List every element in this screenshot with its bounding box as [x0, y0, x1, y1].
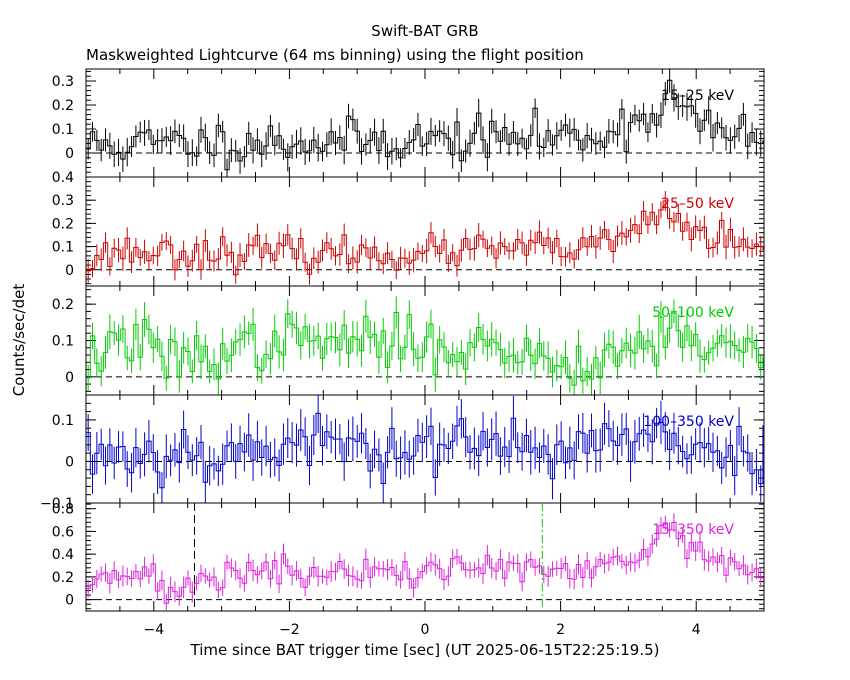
x-axis-label: Time since BAT trigger time [sec] (UT 20… [190, 641, 660, 659]
series-15-25-kev [86, 69, 764, 177]
y-tick-label: 0.1 [52, 122, 74, 138]
x-tick-label: −4 [143, 622, 164, 638]
x-tick-label: 4 [692, 622, 701, 638]
panel-label: 25–50 keV [661, 196, 734, 212]
y-tick-label: −0.1 [40, 496, 74, 512]
y-tick-label: 0.2 [52, 98, 74, 114]
panel-15-25-kev: 0 0.1 0.2 0.3 15–25 keV [52, 68, 765, 178]
x-tick-label: 0 [421, 622, 430, 638]
y-tick-label: 0.1 [52, 413, 74, 429]
y-axis-label: Counts/sec/det [10, 284, 28, 397]
step-line [86, 200, 764, 276]
y-tick-label: 0.4 [52, 547, 74, 563]
panel-25-50-kev: 0 0.1 0.2 0.3 0.4 25–50 keV [52, 170, 765, 287]
panel-label: 15–350 keV [652, 522, 734, 538]
panel-label: 50–100 keV [652, 305, 734, 321]
y-tick-label: 0.2 [52, 297, 74, 313]
y-tick-label: 0.6 [52, 524, 74, 540]
panel-15-350-kev: 0 0.2 0.4 0.6 0.8 15–350 keV [52, 502, 765, 612]
step-line [86, 79, 764, 171]
y-tick-label: 0.4 [52, 170, 74, 186]
chart-title: Swift-BAT GRB [371, 22, 478, 40]
x-tick-label: −2 [279, 622, 300, 638]
y-tick-label: 0 [65, 454, 74, 470]
series-15-350-kev [86, 503, 764, 611]
chart-subtitle: Maskweighted Lightcurve (64 ms binning) … [86, 46, 584, 64]
panel-label: 100–350 keV [643, 414, 734, 430]
panel-label: 15–25 keV [661, 88, 734, 104]
y-tick-label: 0 [65, 593, 74, 609]
series-100-350-kev [86, 395, 764, 503]
panel-100-350-kev: −0.1 0 0.1 100–350 keV [40, 394, 765, 512]
y-tick-label: 0.2 [52, 570, 74, 586]
y-tick-label: 0.3 [52, 74, 74, 90]
series-50-100-kev [86, 296, 764, 395]
y-tick-label: 0 [65, 146, 74, 162]
y-tick-label: 0.2 [52, 216, 74, 232]
panel-frame [85, 502, 765, 612]
y-tick-label: 0.3 [52, 193, 74, 209]
y-tick-label: 0 [65, 370, 74, 386]
y-tick-label: 0.1 [52, 240, 74, 256]
panels-group: 0 0.1 0.2 0.3 15–25 keV 0 0.1 0.2 0.3 0.4 25–50 ke… [40, 68, 765, 638]
y-tick-label: 0 [65, 263, 74, 279]
y-tick-label: 0.8 [52, 502, 74, 518]
step-line [86, 412, 764, 489]
series-25-50-kev [86, 191, 764, 285]
step-line [86, 310, 764, 386]
panel-50-100-kev: 0 0.1 0.2 50–100 keV [52, 285, 765, 396]
x-tick-label: 2 [556, 622, 565, 638]
y-tick-label: 0.1 [52, 334, 74, 350]
step-line [86, 521, 764, 604]
